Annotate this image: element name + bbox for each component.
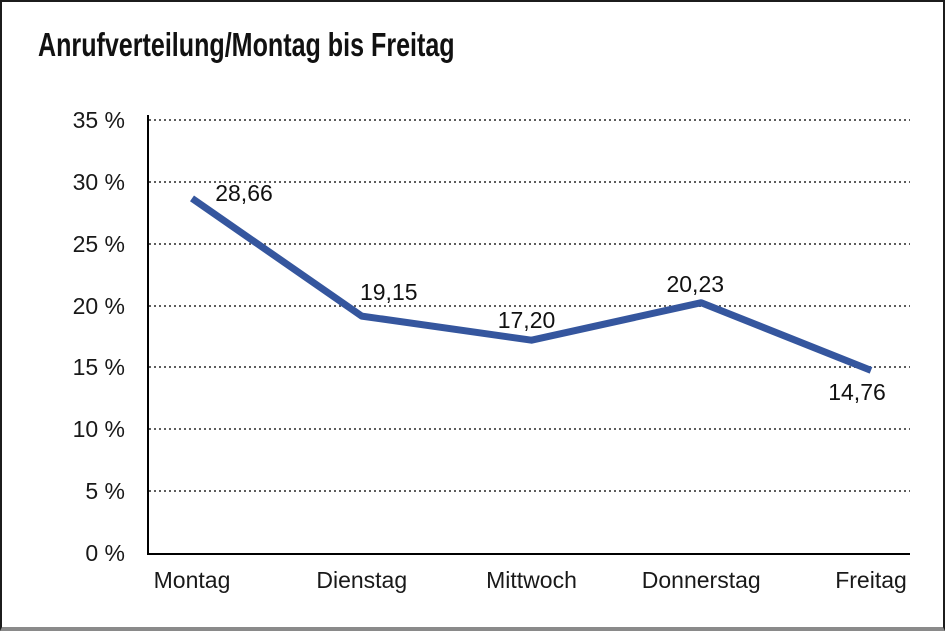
gridline — [149, 366, 910, 369]
chart-title: Anrufverteilung/Montag bis Freitag — [38, 26, 455, 63]
gridline — [149, 242, 910, 245]
gridline — [149, 180, 910, 183]
gridline — [149, 490, 910, 493]
data-point-label: 20,23 — [666, 270, 725, 297]
line-series — [190, 195, 873, 374]
y-tick-label: 0 % — [85, 540, 125, 566]
x-axis-label: Mittwoch — [486, 567, 577, 593]
y-tick-label: 15 % — [72, 354, 125, 381]
x-axis-label: Donnerstag — [641, 567, 761, 593]
gridline — [149, 119, 910, 121]
y-tick-label: 30 % — [72, 168, 125, 195]
y-tick-label: 35 % — [72, 107, 125, 133]
x-axis-label: Dienstag — [316, 567, 408, 593]
gridline — [149, 304, 910, 307]
plot-area: 35 % 30 % 25 % 20 % 15 % 10 % 5 % 0 % Montag Dien… — [73, 107, 910, 593]
y-tick-label: 10 % — [72, 416, 125, 443]
data-point-label: 17,20 — [497, 307, 556, 334]
y-tick-label: 25 % — [72, 230, 125, 257]
y-tick-label: 20 % — [72, 292, 125, 319]
gridline — [149, 428, 910, 431]
data-point-label: 14,76 — [828, 379, 886, 406]
data-point-label: 28,66 — [215, 180, 273, 207]
data-point-label: 19,15 — [359, 279, 418, 306]
y-tick-label: 5 % — [85, 478, 125, 505]
x-axis-label: Montag — [153, 567, 231, 593]
x-axis-label: Freitag — [835, 567, 907, 593]
